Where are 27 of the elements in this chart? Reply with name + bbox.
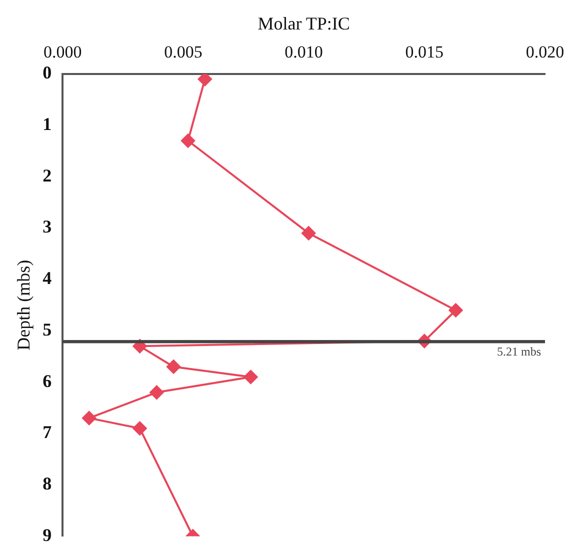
point xyxy=(448,303,463,318)
x-tick-label: 0.015 xyxy=(405,42,444,62)
y-tick-label: 7 xyxy=(42,422,52,442)
point xyxy=(166,360,181,374)
point xyxy=(181,134,196,148)
y-tick-label: 0 xyxy=(42,62,52,83)
x-axis-title: Molar TP:IC xyxy=(258,14,350,34)
point xyxy=(198,74,212,86)
y-tick-label: 9 xyxy=(42,524,52,545)
point xyxy=(150,385,164,400)
y-tick-label: 6 xyxy=(42,370,52,391)
y-tick-label: 5 xyxy=(42,319,52,340)
y-tick-label: 2 xyxy=(42,165,52,186)
x-tick-label: 0.000 xyxy=(43,42,82,62)
point xyxy=(82,411,96,426)
point xyxy=(244,370,258,384)
ref-line-label: 5.21 mbs xyxy=(496,344,542,359)
x-tick-label: 0.010 xyxy=(284,42,323,62)
y-tick-label: 3 xyxy=(42,216,52,237)
y-tick-label: 1 xyxy=(42,114,52,134)
x-tick-label: 0.005 xyxy=(164,42,202,62)
point xyxy=(132,421,147,436)
y-tick-label: 8 xyxy=(42,474,52,494)
point xyxy=(302,226,316,240)
y-axis-title: Depth (mbs) xyxy=(14,260,34,350)
y-tick-label: 4 xyxy=(42,268,52,288)
x-tick-label: 0.020 xyxy=(526,42,564,62)
